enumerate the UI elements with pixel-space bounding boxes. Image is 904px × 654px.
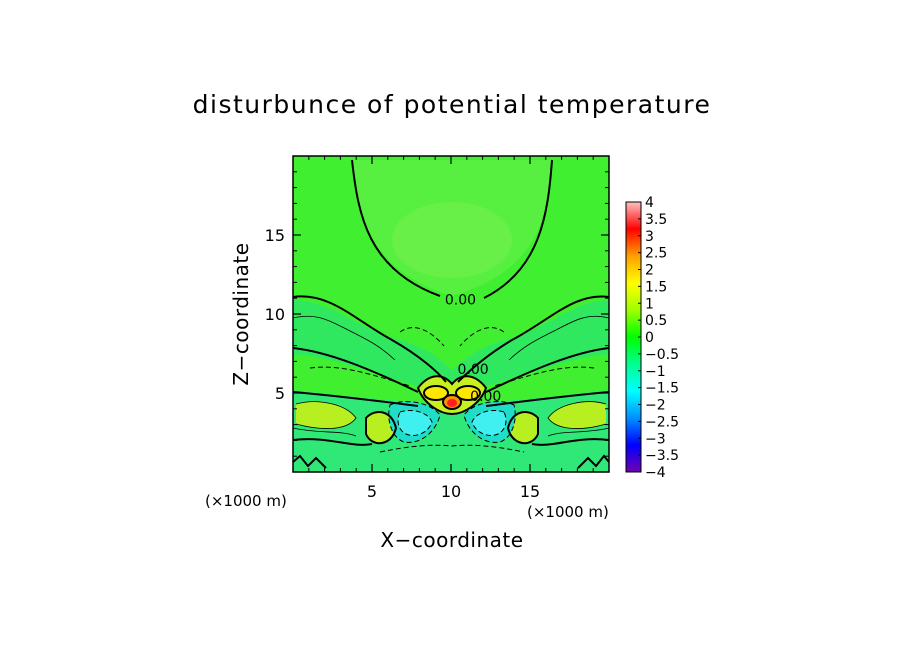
contour-neg-upper-left (399, 327, 445, 347)
colorbar-tick-label: 2.5 (645, 246, 667, 262)
z-unit-label: (×1000 m) (527, 503, 609, 521)
x-unit-label: (×1000 m) (205, 492, 287, 510)
contours-solid (292, 159, 610, 469)
cold-lobe-left-core (398, 410, 432, 436)
colorbar-tick-label: 3.5 (645, 212, 667, 228)
contour-neg-mid-right (493, 366, 595, 387)
contour-neg-lobe-left (388, 401, 441, 443)
warm-side-left (296, 401, 356, 429)
colorbar-tick-label: −2 (645, 398, 666, 414)
colorbar-tick-label: 0 (645, 330, 654, 346)
warm-lobe-left (424, 386, 448, 400)
colorbar-tick-label: −3.5 (645, 448, 679, 464)
contour-thin-right (508, 315, 610, 361)
colorbar: 43.532.521.510.50−0.5−1−1.5−2−2.5−3−3.5−… (625, 195, 679, 481)
contour-warm-core (442, 394, 462, 410)
contour-label: 0.00 (445, 293, 476, 309)
colorbar-tick-label: −0.5 (645, 347, 679, 363)
contours-thin (292, 315, 610, 437)
contour-warm-lobe-left (423, 385, 449, 401)
colorbar-tick-label: −1.5 (645, 381, 679, 397)
x-tick-label: 15 (520, 482, 540, 501)
warm-side-left-inner (366, 412, 396, 444)
y-axis-ticks: 5 10 15 (265, 171, 609, 457)
y-axis-label: Z−coordinate (229, 242, 253, 385)
colorbar-tick-label: −2.5 (645, 414, 679, 430)
contour-zero-lower (292, 347, 610, 393)
warm-side-right (548, 401, 606, 429)
colorbar-ticks: 43.532.521.510.50−0.5−1−1.5−2−2.5−3−3.5−… (638, 195, 679, 481)
contour-neg-lobe-right (463, 401, 516, 443)
colorbar-tick-label: −1 (645, 364, 666, 380)
colorbar-tick-label: 0.5 (645, 313, 667, 329)
contour-side-left (365, 411, 398, 444)
contour-labels: 0.00 0.00 0.00 (445, 293, 501, 405)
x-tick-label: 5 (367, 482, 377, 501)
contour-label: 0.00 (458, 362, 489, 378)
y-tick-label: 10 (265, 305, 285, 324)
contour-thin-side-left (295, 401, 357, 429)
contours-dashed (309, 327, 595, 453)
contour-zero-mid (292, 295, 610, 383)
field-upper-center (392, 202, 512, 278)
contour-zero-ground (292, 391, 610, 407)
cold-lobe-right-core (472, 410, 506, 436)
warm-lobe-right (456, 386, 480, 400)
contour-neg-bottom (379, 444, 525, 453)
contour-thin-side-right (547, 401, 607, 429)
x-tick-label: 10 (441, 482, 461, 501)
contour-zero-bottom (292, 438, 610, 446)
contour-warm-outer (416, 375, 488, 416)
contour-side-right (506, 411, 539, 444)
warm-core-red (447, 399, 457, 407)
contour-neg-core-left (397, 409, 433, 436)
colorbar-tick-label: 3 (645, 229, 654, 245)
colorbar-swatches (626, 202, 641, 472)
plot-area: 0.00 0.00 0.00 (292, 155, 610, 473)
contour-label: 0.00 (470, 389, 501, 405)
contour-neg-upper-right (459, 327, 505, 347)
colorbar-tick-label: 4 (645, 195, 654, 211)
y-tick-label: 5 (275, 384, 285, 403)
colorbar-tick-label: 1 (645, 296, 654, 312)
x-axis-label: X−coordinate (380, 528, 523, 552)
colorbar-tick-label: −3 (645, 431, 666, 447)
y-tick-label: 15 (265, 226, 285, 245)
colorbar-tick-label: 2 (645, 263, 654, 279)
contour-neg-mid-left (309, 366, 411, 387)
colorbar-gradient (626, 202, 641, 472)
field-lower-band (293, 390, 609, 472)
warm-side-right-inner (508, 412, 538, 444)
contour-thin-low-left (292, 427, 357, 437)
contour-thin-low-right (547, 427, 610, 437)
colorbar-tick-label: 1.5 (645, 279, 667, 295)
contour-ground-wiggle (292, 454, 610, 469)
colorbar-tick-label: −4 (645, 465, 666, 481)
x-axis-ticks: 5 10 15 (308, 156, 594, 501)
contour-warm-lobe-right (455, 385, 481, 401)
contour-zero-upper (351, 159, 553, 299)
contour-neg-core-right (471, 409, 507, 436)
chart-title: disturbunce of potential temperature (193, 90, 712, 119)
contour-thin-left (292, 315, 396, 361)
